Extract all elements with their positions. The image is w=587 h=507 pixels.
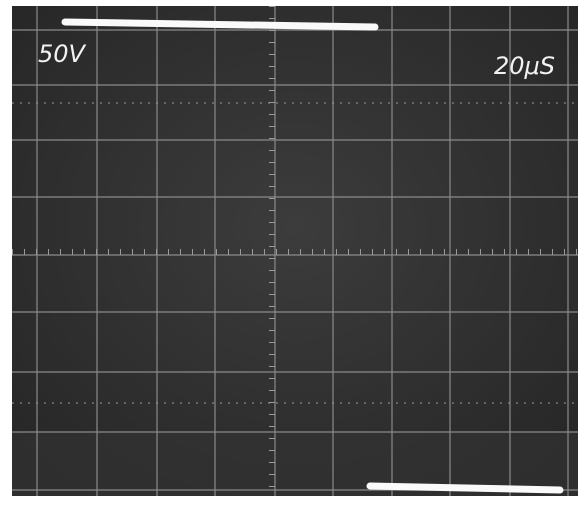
graticule-dots: [12, 6, 578, 496]
trace-low: [366, 482, 564, 494]
screen: [12, 6, 578, 496]
volts-label: 50V: [38, 40, 87, 68]
time-label: 20μS: [494, 52, 555, 80]
trace-high: [61, 18, 379, 31]
graticule: [12, 6, 578, 496]
